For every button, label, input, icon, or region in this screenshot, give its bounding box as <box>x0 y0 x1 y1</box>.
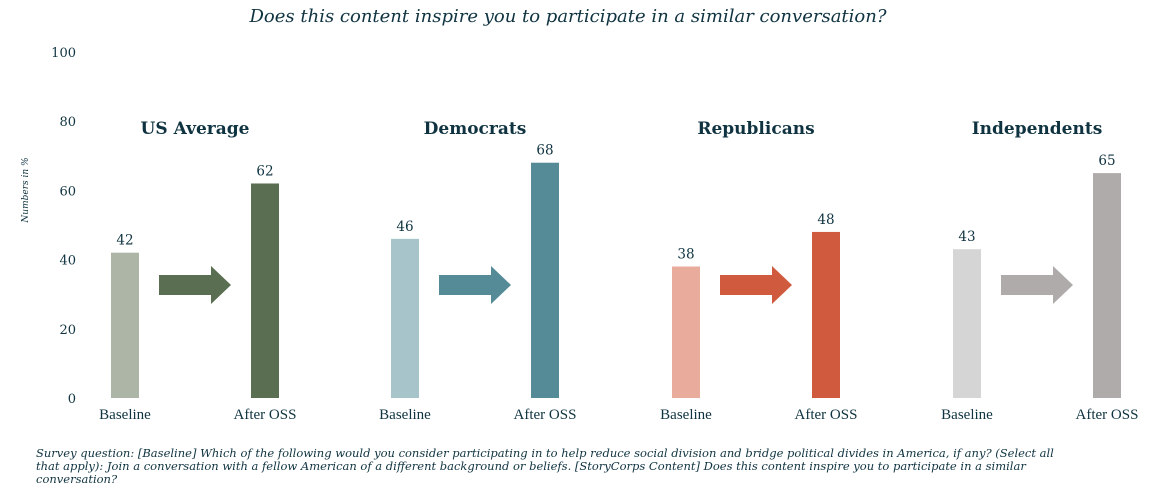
arrow-icon <box>720 266 792 304</box>
y-tick-label: 40 <box>59 254 76 269</box>
y-axis-label: Numbers in % <box>21 157 31 223</box>
after-oss-bar <box>1093 173 1121 398</box>
after-oss-bar <box>812 231 840 398</box>
chart-plot: Numbers in % 0 20 40 60 80 100 US Average 42 62… <box>21 46 1138 423</box>
x-label-baseline: Baseline <box>660 407 712 423</box>
arrow-icon <box>439 266 511 304</box>
after-oss-bar <box>251 183 279 398</box>
after-oss-value-label: 68 <box>536 143 553 159</box>
arrow-icon <box>1001 266 1073 304</box>
group-us-average: US Average 42 62 Baseline After OSS <box>99 119 296 423</box>
y-tick-label: 0 <box>68 392 76 407</box>
y-tick-label: 80 <box>59 115 76 130</box>
chart-title: Does this content inspire you to partici… <box>249 6 887 27</box>
x-label-after-oss: After OSS <box>1076 407 1139 423</box>
y-axis-ticks: 0 20 40 60 80 100 <box>51 46 76 407</box>
group-democrats: Democrats 46 68 Baseline After OSS <box>379 119 576 423</box>
baseline-value-label: 42 <box>116 233 133 249</box>
x-label-baseline: Baseline <box>379 407 431 423</box>
after-oss-bar <box>531 162 559 398</box>
y-tick-label: 100 <box>51 46 76 61</box>
after-oss-value-label: 48 <box>817 212 834 228</box>
y-tick-label: 60 <box>59 184 76 199</box>
x-label-after-oss: After OSS <box>514 407 577 423</box>
arrow-icon <box>159 266 231 304</box>
x-label-after-oss: After OSS <box>795 407 858 423</box>
after-oss-value-label: 62 <box>256 163 273 179</box>
baseline-bar <box>391 238 419 398</box>
baseline-value-label: 46 <box>396 219 413 235</box>
baseline-bar <box>672 266 700 398</box>
baseline-bar <box>953 249 981 398</box>
group-label: Independents <box>972 119 1103 139</box>
y-tick-label: 20 <box>59 323 76 338</box>
group-label: US Average <box>141 119 250 139</box>
after-oss-value-label: 65 <box>1098 153 1115 169</box>
x-label-baseline: Baseline <box>941 407 993 423</box>
group-label: Democrats <box>424 119 527 139</box>
group-republicans: Republicans 38 48 Baseline After OSS <box>660 119 857 423</box>
x-label-after-oss: After OSS <box>234 407 297 423</box>
group-label: Republicans <box>697 119 814 139</box>
baseline-value-label: 38 <box>677 247 694 263</box>
group-independents: Independents 43 65 Baseline After OSS <box>941 119 1138 423</box>
survey-footnote: Survey question: [Baseline] Which of the… <box>36 446 1054 486</box>
baseline-bar <box>111 252 139 398</box>
x-label-baseline: Baseline <box>99 407 151 423</box>
baseline-value-label: 43 <box>958 229 975 245</box>
